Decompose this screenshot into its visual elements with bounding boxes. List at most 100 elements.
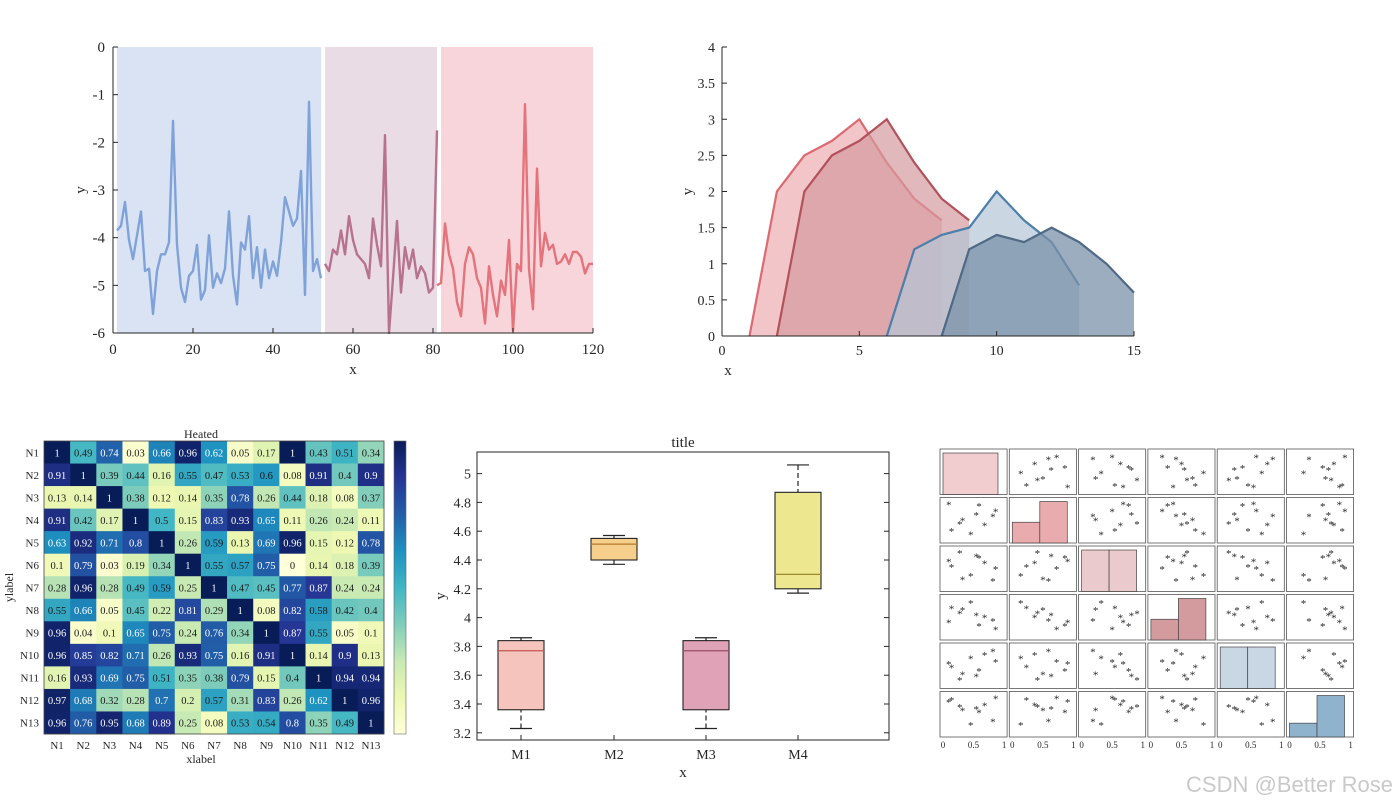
- heatmap-cell: [70, 621, 97, 645]
- scatter-point: *: [1118, 460, 1124, 472]
- scatter-point: *: [1184, 548, 1190, 560]
- heatmap-cell: [96, 711, 123, 735]
- scatter-point: *: [1035, 548, 1041, 560]
- heatmap-cell: [148, 643, 176, 667]
- heatmap-cell: [148, 576, 176, 600]
- heatmap-value: 0.71: [126, 651, 144, 662]
- heatmap-cell: [70, 463, 97, 487]
- scatter-point: *: [1326, 671, 1332, 683]
- heatmap-cell: [305, 666, 332, 690]
- y-tick-label: 0: [98, 40, 106, 56]
- heatmap-cell: [305, 531, 332, 554]
- scatter-point: *: [1331, 650, 1337, 662]
- scatter-point: *: [1048, 610, 1054, 622]
- heatmap-value: 0.91: [48, 471, 66, 482]
- scatter-point: *: [1093, 670, 1099, 682]
- heatmap-value: 0.25: [179, 719, 197, 730]
- heatmap-value: 0.49: [74, 448, 92, 459]
- cell-frame: [1078, 642, 1147, 689]
- scatter-point: *: [968, 571, 974, 583]
- heatmap-value: 0.74: [100, 448, 119, 459]
- scatter-point: *: [1251, 557, 1257, 569]
- heatmap-value: 0.51: [336, 448, 354, 459]
- heatmap-cell: [227, 553, 254, 577]
- scatter-point: *: [1159, 506, 1165, 518]
- scatter-point: *: [974, 510, 980, 522]
- heatmap-value: 0.18: [336, 561, 354, 572]
- heatmap-cell: [331, 688, 359, 712]
- scatter-point: *: [974, 610, 980, 622]
- box-body: [682, 640, 730, 711]
- heatmap-cell: [227, 508, 254, 532]
- heatmap-value: 0.75: [257, 561, 275, 572]
- heatmap-value: 0.14: [309, 651, 328, 662]
- heatmap-row-label: N1: [26, 447, 39, 459]
- heatmap-cell: [253, 643, 280, 667]
- heatmap-cell: [279, 643, 306, 667]
- scatter-point: *: [990, 647, 996, 659]
- y-tick-label: 1: [708, 258, 715, 273]
- scatter-point: *: [1234, 605, 1240, 617]
- x-tick-label: 60: [346, 342, 361, 358]
- scatter-point: *: [1035, 675, 1041, 687]
- heatmap-value: 0.82: [283, 606, 301, 617]
- heatmap-value: 0.96: [362, 696, 380, 707]
- scatter-point: *: [1245, 562, 1251, 574]
- scatter-point: *: [1165, 463, 1171, 475]
- heatmap-cell: [279, 508, 306, 532]
- heatmap-value: 1: [159, 538, 164, 549]
- scatter-point: *: [1170, 659, 1176, 671]
- heatmap-value: 0.65: [126, 629, 144, 640]
- heatmap-value: 0.28: [48, 584, 66, 595]
- heatmap-value: 0.93: [179, 651, 197, 662]
- box-M2: M2: [590, 534, 638, 763]
- heatmap-value: 1: [342, 696, 347, 707]
- scatter-point: *: [1320, 666, 1326, 678]
- scatter-point: *: [1035, 702, 1041, 714]
- heatmap-value: 0.39: [362, 561, 380, 572]
- y-tick-label: 4: [708, 41, 715, 56]
- scatter-point: *: [1062, 666, 1068, 678]
- scatter-point: *: [1254, 506, 1260, 518]
- scatter-point: *: [1254, 453, 1260, 465]
- scatter-point: *: [1065, 557, 1071, 569]
- cell-frame: [1147, 545, 1216, 592]
- scatter-point: *: [949, 663, 955, 675]
- heatmap-value: 0.91: [48, 516, 66, 527]
- heatmap-col-label: N6: [181, 740, 195, 752]
- heatmap-cell: [44, 463, 71, 487]
- heatmap-cell: [253, 441, 280, 464]
- y-tick-label: 5: [464, 468, 471, 483]
- heatmap-value: 0.12: [336, 538, 354, 549]
- heatmap-cell: [44, 598, 71, 622]
- heatmap-value: 0.75: [126, 674, 144, 685]
- scatter-point: *: [1054, 625, 1060, 637]
- heatmap-cell: [200, 688, 228, 712]
- heatmap-cell: [44, 621, 71, 645]
- scatter-point: *: [1306, 616, 1312, 628]
- cell-frame: [1216, 497, 1285, 544]
- heatmap-value: 0.95: [100, 719, 118, 730]
- scatter-point: *: [1270, 576, 1276, 588]
- heatmap-col-label: N12: [335, 740, 354, 752]
- scatter-point: *: [1098, 469, 1104, 481]
- scatter-point: *: [1112, 526, 1118, 538]
- y-tick-label: 2: [708, 186, 715, 201]
- heatmap-value: 0.68: [126, 719, 144, 730]
- scatter-point: *: [960, 670, 966, 682]
- heatmap-value: 1: [264, 629, 269, 640]
- x-tick-label: 0: [719, 344, 726, 359]
- scatter-point: *: [1046, 616, 1052, 628]
- heatmap-value: 0.28: [100, 584, 118, 595]
- heatmap-cell: [148, 531, 176, 554]
- heatmap-value: 0.75: [153, 629, 171, 640]
- heatmap-value: 0.69: [257, 538, 275, 549]
- heatmap-cell: [227, 711, 254, 735]
- heatmap-value: 0.39: [100, 471, 118, 482]
- matrix-x-tick-label: 0.5: [1037, 740, 1049, 750]
- scatter-point: *: [1245, 526, 1251, 538]
- heatmap-cell: [357, 688, 385, 712]
- heatmap-cell: [331, 666, 359, 690]
- x-tick-label: 5: [856, 344, 863, 359]
- x-tick-label: M4: [788, 748, 807, 763]
